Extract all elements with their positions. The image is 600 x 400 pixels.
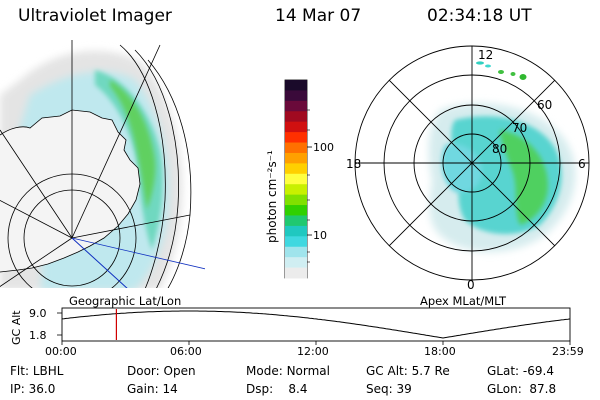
geographic-panel-label: Geographic Lat/Lon [69,294,182,308]
gc-alt-value: 5.7 Re [411,364,450,378]
timeline-ytick-9: 9.0 [29,307,47,320]
glon-field: GLon: 87.8 [487,382,557,396]
gain-field: Gain: 14 [127,382,178,396]
seq-value: 39 [396,382,412,396]
gain-value: 14 [162,382,178,396]
mlt-label-12: 12 [478,48,493,62]
colorbar-tick-10: 10 [313,229,327,242]
colorbar-segment [285,236,307,248]
colorbar-unit-label: photon cm⁻²s⁻¹ [265,150,279,243]
colorbar-segment [285,152,307,164]
mlat-label-70: 70 [512,121,527,135]
dsp-field: Dsp: 8.4 [246,382,308,396]
mode-field: Mode: Normal [246,364,330,378]
timeline-xtick-0600: 06:00 [170,345,202,358]
colorbar-segment [285,205,307,216]
geographic-map [0,40,205,288]
timeline-xtick-2359: 23:59 [552,345,584,358]
mlt-label-18: 18 [346,157,361,171]
seq-field: Seq: 39 [366,382,412,396]
ip-field: IP: 36.0 [10,382,56,396]
glat-value: -69.4 [522,364,554,378]
ip-value: 36.0 [28,382,56,396]
colorbar-segment [285,132,307,144]
colorbar-segment [285,111,307,123]
colorbar-segment [285,142,307,154]
colorbar-segment [285,173,307,185]
polar-panel-label: Apex MLat/MLT [420,294,507,308]
timeline-y-label: GC Alt [10,310,23,345]
colorbar-segment [285,225,307,237]
flt-field: Flt: LBHL [10,364,64,378]
colorbar-segment [285,100,307,112]
colorbar-segment [285,90,307,102]
door-value: Open [163,364,196,378]
polar-plot: 12 18 6 0 60 70 80 [346,45,590,292]
colorbar-segment [285,194,307,206]
instrument-title: Ultraviolet Imager [18,6,172,26]
colorbar-segment [285,246,307,258]
gc-alt-field: GC Alt: 5.7 Re [366,364,450,378]
timeline-xtick-1800: 18:00 [424,345,456,358]
colorbar-segment [285,267,307,279]
colorbar-segment [285,121,307,133]
timeline-xtick-1200: 12:00 [297,345,329,358]
colorbar-segment [285,80,307,91]
colorbar-segment [285,184,307,196]
mlt-label-0: 0 [467,278,475,292]
glon-value: 87.8 [529,382,557,396]
colorbar-tick-100: 100 [313,141,334,154]
mlt-label-6: 6 [578,157,586,171]
dsp-value: 8.4 [288,382,308,396]
colorbar-segment [285,163,307,175]
colorbar-segment [285,215,307,227]
glat-field: GLat: -69.4 [487,364,554,378]
door-field: Door: Open [127,364,196,378]
cusp-spots [476,61,527,80]
timeline-xtick-0000: 00:00 [45,345,77,358]
time-label: 02:34:18 UT [427,6,532,26]
colorbar: 100 10 photon cm⁻²s⁻¹ [265,79,334,279]
date-label: 14 Mar 07 [275,6,362,26]
mlat-label-60: 60 [537,98,552,112]
mlat-label-80: 80 [492,142,507,156]
flt-value: LBHL [32,364,64,378]
mode-value: Normal [286,364,330,378]
colorbar-segment [285,257,307,269]
timeline-ytick-1-8: 1.8 [29,329,47,342]
altitude-timeline: GC Alt 9.0 1.8 [10,307,571,345]
